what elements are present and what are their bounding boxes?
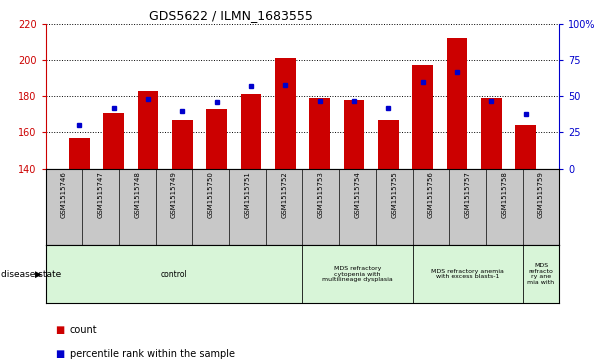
Text: ■: ■	[55, 349, 64, 359]
Bar	[344, 100, 364, 169]
Bar	[103, 113, 124, 169]
Bar	[309, 98, 330, 169]
Text: disease state: disease state	[1, 270, 61, 278]
Bar	[69, 138, 89, 169]
Bar	[481, 98, 502, 169]
Text: GSM1515754: GSM1515754	[354, 171, 361, 218]
Text: GSM1515759: GSM1515759	[538, 171, 544, 218]
Bar	[378, 120, 399, 169]
Text: GSM1515753: GSM1515753	[318, 171, 324, 218]
Text: GSM1515758: GSM1515758	[502, 171, 507, 218]
FancyBboxPatch shape	[523, 245, 559, 303]
Text: GSM1515746: GSM1515746	[61, 171, 67, 218]
Bar	[516, 125, 536, 169]
Text: count: count	[70, 325, 97, 335]
Text: GSM1515757: GSM1515757	[465, 171, 471, 218]
Text: GSM1515755: GSM1515755	[391, 171, 397, 218]
Bar	[275, 58, 295, 169]
FancyBboxPatch shape	[413, 245, 523, 303]
Text: GSM1515749: GSM1515749	[171, 171, 177, 218]
Bar	[241, 94, 261, 169]
Text: ■: ■	[55, 325, 64, 335]
Text: MDS refractory anemia
with excess blasts-1: MDS refractory anemia with excess blasts…	[431, 269, 504, 280]
Bar	[447, 38, 468, 169]
FancyBboxPatch shape	[46, 245, 303, 303]
Text: MDS refractory
cytopenia with
multilineage dysplasia: MDS refractory cytopenia with multilinea…	[322, 266, 393, 282]
Text: GSM1515752: GSM1515752	[281, 171, 287, 218]
Bar	[172, 120, 193, 169]
Bar	[412, 65, 433, 169]
Text: GSM1515756: GSM1515756	[428, 171, 434, 218]
Text: MDS
refracto
ry ane
mia with: MDS refracto ry ane mia with	[528, 263, 554, 285]
FancyBboxPatch shape	[303, 245, 413, 303]
Text: GDS5622 / ILMN_1683555: GDS5622 / ILMN_1683555	[149, 9, 313, 22]
Text: GSM1515751: GSM1515751	[244, 171, 250, 218]
Bar	[137, 91, 158, 169]
Text: control: control	[161, 270, 187, 278]
Text: GSM1515747: GSM1515747	[98, 171, 103, 218]
Text: GSM1515748: GSM1515748	[134, 171, 140, 218]
Text: percentile rank within the sample: percentile rank within the sample	[70, 349, 235, 359]
Bar	[206, 109, 227, 169]
Text: ▶: ▶	[35, 270, 41, 278]
Text: GSM1515750: GSM1515750	[208, 171, 214, 218]
